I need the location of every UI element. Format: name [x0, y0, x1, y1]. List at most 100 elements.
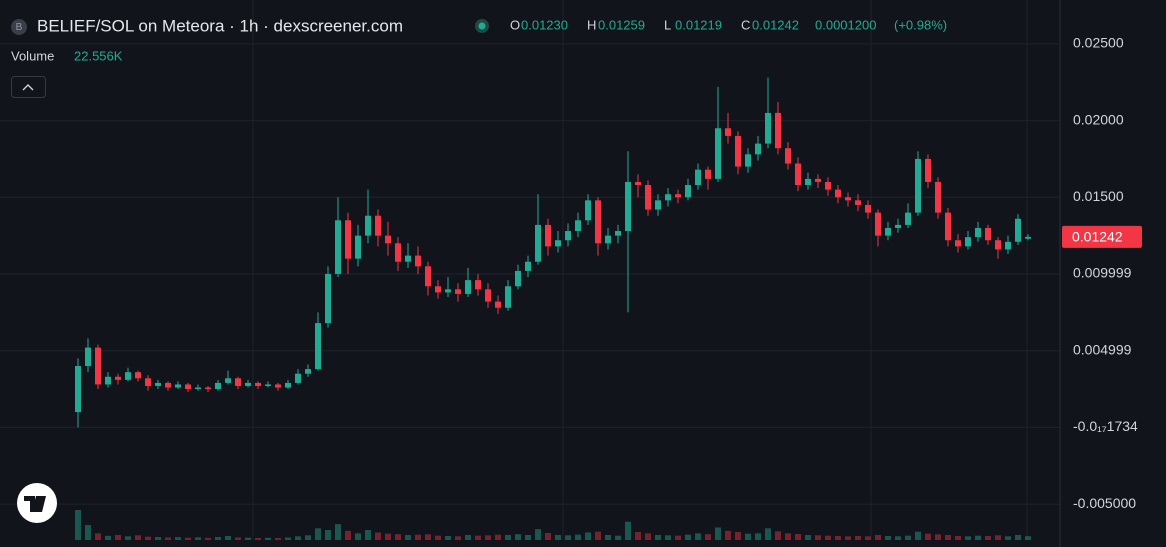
chevron-icon: [22, 84, 34, 91]
candle-body: [625, 181, 631, 232]
volume-bar: [765, 528, 771, 540]
volume-bar: [465, 535, 471, 540]
volume-bar: [305, 535, 311, 540]
volume-bar: [535, 529, 541, 540]
candle-body: [125, 372, 131, 380]
volume-bar: [205, 537, 211, 540]
volume-bar: [635, 532, 641, 540]
candle-body: [85, 347, 91, 367]
ohlc-legend: O 0.01230 H 0.01259 L 0.01219 C 0.01242 0.000120…: [510, 17, 947, 32]
candle-body: [805, 178, 811, 186]
candle-body: [365, 215, 371, 236]
volume-bar: [95, 533, 101, 540]
volume-bar: [865, 536, 871, 540]
candle-body: [935, 181, 941, 213]
volume-bar: [965, 536, 971, 540]
volume-bar: [215, 537, 221, 540]
candle-body: [75, 366, 81, 413]
ohlc-key: O: [510, 17, 520, 32]
candle-body: [485, 289, 491, 302]
candle-body: [545, 224, 551, 247]
candle-body: [245, 382, 251, 386]
volume-bar: [455, 536, 461, 540]
candle-body: [965, 237, 971, 247]
candle-body: [795, 163, 801, 186]
volume-bar: [385, 533, 391, 540]
volume-bar: [425, 534, 431, 540]
candle-body: [175, 384, 181, 388]
candle-body: [705, 169, 711, 179]
last-price-label: 0.01242: [1072, 229, 1123, 245]
candle-body: [355, 235, 361, 259]
candle-body: [445, 289, 451, 293]
candle-body: [945, 212, 951, 241]
volume-bar: [655, 535, 661, 540]
candle-body: [615, 231, 621, 236]
candle-body: [595, 200, 601, 244]
candle-body: [235, 378, 241, 386]
volume-bar: [275, 538, 281, 540]
volume-bar: [185, 537, 191, 540]
volume-bar: [725, 530, 731, 540]
candle-body: [855, 200, 861, 205]
volume-bar: [595, 531, 601, 540]
candle-body: [815, 178, 821, 182]
candle-body: [375, 215, 381, 236]
candle-body: [395, 243, 401, 262]
candle-body: [295, 373, 301, 383]
tv-logo: [17, 483, 57, 523]
candle-body: [465, 280, 471, 294]
candle-body: [925, 158, 931, 182]
candle-body: [415, 255, 421, 267]
last-price-tag: [1062, 225, 1142, 248]
candle-body: [435, 286, 441, 293]
candle-body: [725, 128, 731, 136]
candle-body: [675, 194, 681, 198]
volume-bar: [605, 535, 611, 540]
volume-bar: [245, 537, 251, 540]
y-tick-label: 0.02000: [1073, 111, 1124, 127]
marks: [0, 43, 1060, 540]
token-icon: [11, 19, 27, 35]
volume-bar: [175, 537, 181, 540]
volume-bar: [845, 536, 851, 540]
candle-body: [985, 227, 991, 241]
volume-bar: [265, 537, 271, 540]
volume-bar: [875, 535, 881, 540]
candle-body: [115, 376, 121, 380]
candle-body: [585, 200, 591, 221]
candle-body: [645, 185, 651, 210]
candle-body: [265, 384, 271, 386]
volume-bar: [835, 536, 841, 540]
volume-bar: [415, 534, 421, 540]
grid: [252, 0, 1061, 547]
candle-body: [785, 148, 791, 164]
volume-bar: [545, 533, 551, 540]
volume-bar: [85, 525, 91, 540]
candle-body: [225, 378, 231, 383]
candle-body: [205, 387, 211, 390]
candle-body: [635, 181, 641, 186]
volume-bar: [855, 536, 861, 540]
volume-bar: [325, 530, 331, 540]
candle-body: [1005, 241, 1011, 250]
candle-body: [865, 204, 871, 213]
volume-bar: [165, 537, 171, 540]
collapse-button[interactable]: [11, 76, 46, 98]
volume-value: 22.556K: [74, 48, 123, 63]
candle-body: [835, 189, 841, 198]
candle-body: [665, 194, 671, 201]
volume-bar: [345, 530, 351, 540]
header: B BELIEF/SOL on Meteora · 1h · dexscreen…: [11, 16, 947, 98]
candle-body: [455, 289, 461, 294]
candle-body: [105, 376, 111, 385]
volume-bar: [105, 535, 111, 540]
volume-bar: [445, 536, 451, 540]
volume-bar: [935, 534, 941, 540]
volume-bar: [295, 536, 301, 540]
candle-body: [505, 286, 511, 308]
volume-bar: [495, 534, 501, 540]
candle-body: [685, 185, 691, 198]
candle-body: [155, 382, 161, 386]
